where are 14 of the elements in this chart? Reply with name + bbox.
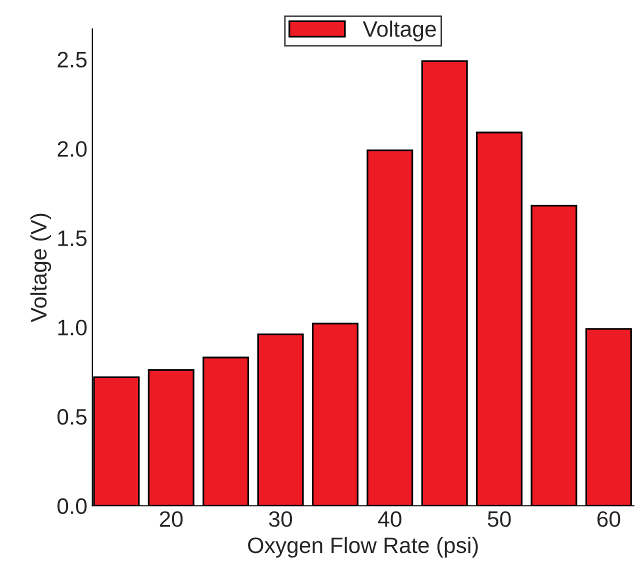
y-tick-label: 0.5 xyxy=(57,408,87,425)
x-tick-label: 50 xyxy=(488,511,511,527)
y-axis-title: Voltage (V) xyxy=(30,214,52,322)
y-tick-label: 2.5 xyxy=(58,52,87,68)
y-tick-label: 0.0 xyxy=(57,498,87,514)
y-tick-label: 1.5 xyxy=(58,230,87,246)
legend-label: Voltage xyxy=(362,20,436,42)
x-tick-label: 40 xyxy=(378,511,402,527)
x-axis-title: Oxygen Flow Rate (psi) xyxy=(248,536,478,558)
x-tick-label: 30 xyxy=(268,511,292,527)
x-tick-label: 20 xyxy=(160,511,183,527)
y-tick-label: 1.0 xyxy=(58,320,87,336)
x-tick-label: 60 xyxy=(597,511,620,527)
y-tick-label: 2.0 xyxy=(58,141,87,157)
